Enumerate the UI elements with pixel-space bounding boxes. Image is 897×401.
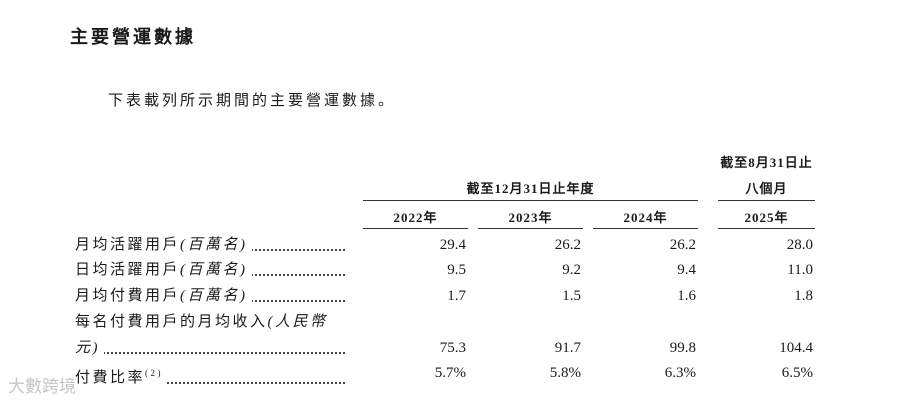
year-rule	[478, 228, 583, 229]
cell-value: 26.2	[554, 237, 581, 253]
cell-value: 5.8%	[549, 365, 581, 381]
year-header: 2024年	[623, 210, 668, 225]
year-header: 2022年	[393, 210, 438, 225]
label: 日均活躍用戶	[75, 262, 181, 278]
cell-value: 9.2	[562, 262, 581, 278]
intro-text: 下表載列所示期間的主要營運數據。	[108, 93, 397, 109]
year-rule	[593, 228, 698, 229]
label: 每名付費用戶的月均收入	[75, 314, 268, 330]
row-label: 日均活躍用戶(百萬名)	[75, 257, 345, 283]
cell-value: 26.2	[669, 237, 696, 253]
label-text: 每名付費用戶的月均收入(人民幣元)	[75, 314, 328, 356]
footnote-ref: (2)	[145, 368, 164, 378]
row-label: 付費比率(2)	[75, 360, 345, 391]
cell-value: 11.0	[787, 262, 813, 278]
cell-value: 28.0	[786, 237, 813, 253]
cell-value: 9.5	[447, 262, 466, 278]
year-rule	[718, 228, 815, 229]
cell-value: 1.8	[794, 288, 813, 304]
year-rule	[363, 228, 468, 229]
cell-value: 5.7%	[434, 365, 466, 381]
section-title: 主要營運數據	[70, 27, 196, 47]
cell-value: 6.5%	[781, 365, 813, 381]
label-unit: (人民幣元)	[75, 314, 328, 356]
row-label: 月均付費用戶(百萬名)	[75, 283, 345, 309]
year-header: 2023年	[508, 210, 553, 225]
label-unit: (百萬名)	[180, 288, 248, 304]
cell-value: 75.3	[439, 340, 466, 356]
label: 付費比率	[75, 370, 146, 386]
header-rule	[718, 200, 815, 201]
label: 月均活躍用戶	[75, 237, 181, 253]
label-text: 日均活躍用戶(百萬名)	[75, 262, 252, 278]
label-unit: (百萬名)	[180, 262, 248, 278]
label-text: 付費比率(2)	[75, 368, 168, 386]
label-text: 月均付費用戶(百萬名)	[75, 288, 252, 304]
group-header: 截至12月31日止年度	[466, 181, 595, 196]
cell-value: 1.6	[677, 288, 696, 304]
cell-value: 1.5	[562, 288, 581, 304]
cell-value: 9.4	[677, 262, 696, 278]
cell-value: 6.3%	[664, 365, 696, 381]
row-label: 每名付費用戶的月均收入(人民幣元)	[75, 309, 345, 361]
cell-value: 1.7	[447, 288, 466, 304]
year-header: 2025年	[744, 210, 789, 225]
header-rule	[363, 200, 698, 201]
cell-value: 99.8	[669, 340, 696, 356]
cell-value: 91.7	[554, 340, 581, 356]
group-header: 截至8月31日止	[720, 155, 813, 170]
cell-value: 104.4	[779, 340, 813, 356]
row-label: 月均活躍用戶(百萬名)	[75, 232, 345, 258]
watermark: 大數跨境	[8, 377, 76, 397]
label-text: 月均活躍用戶(百萬名)	[75, 237, 252, 253]
label-unit: (百萬名)	[180, 237, 248, 253]
label: 月均付費用戶	[75, 288, 181, 304]
cell-value: 29.4	[439, 237, 466, 253]
group-header: 八個月	[745, 181, 788, 196]
